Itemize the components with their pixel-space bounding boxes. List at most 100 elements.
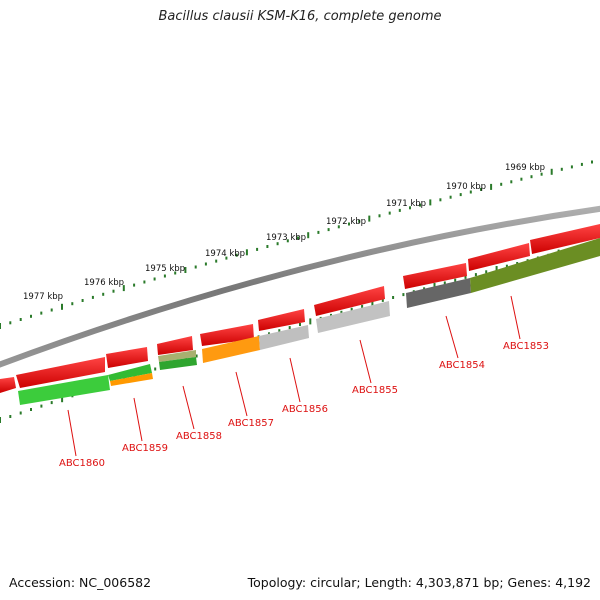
minor-tick	[19, 411, 22, 415]
minor-tick	[30, 408, 32, 411]
kbp-label: 1977 kbp	[23, 292, 63, 302]
minor-tick	[500, 182, 503, 186]
minor-tick	[19, 318, 22, 321]
minor-tick	[256, 247, 259, 251]
gene-arrow	[314, 286, 385, 316]
major-tick	[429, 199, 432, 206]
minor-tick	[510, 180, 513, 184]
gene-label: ABC1855	[352, 385, 398, 396]
minor-tick	[81, 299, 84, 302]
minor-tick	[276, 242, 279, 246]
gene-callout-lines	[67, 295, 521, 457]
gene-label: ABC1856	[282, 404, 328, 415]
cog-bar-green	[159, 357, 197, 370]
cog-bar-orange	[202, 336, 260, 363]
page-title: Bacillus clausii KSM-K16, complete genom…	[158, 9, 442, 24]
gene-arrow	[16, 357, 105, 388]
minor-tick	[591, 160, 593, 164]
kbp-label: 1971 kbp	[386, 199, 426, 209]
major-tick	[61, 396, 64, 403]
minor-tick	[388, 211, 391, 215]
major-tick	[433, 282, 436, 289]
genome-summary-text: Topology: circular; Length: 4,303,871 bp…	[247, 575, 591, 590]
minor-tick	[278, 329, 281, 333]
minor-tick	[361, 304, 364, 308]
gene-label: ABC1860	[59, 458, 105, 469]
minor-tick	[204, 262, 207, 266]
gene-arrow	[258, 309, 305, 331]
minor-tick	[9, 415, 12, 418]
minor-tick	[154, 367, 157, 371]
minor-tick	[570, 165, 573, 169]
minor-tick	[266, 245, 269, 248]
minor-tick	[71, 302, 74, 306]
major-tick	[122, 285, 125, 292]
major-tick	[245, 249, 248, 256]
minor-tick	[317, 230, 320, 234]
major-tick	[550, 168, 553, 175]
minor-tick	[133, 283, 136, 287]
cog-bar-olive	[158, 350, 196, 362]
gene-label: ABC1859	[122, 443, 168, 454]
gene-arrow	[530, 224, 600, 254]
minor-tick	[474, 273, 477, 277]
cog-bar-olive	[470, 238, 600, 293]
minor-tick	[580, 162, 583, 166]
minor-tick	[378, 214, 381, 218]
cog-category-bars	[18, 238, 600, 405]
cog-bar-orange	[110, 373, 153, 386]
forward-strand-genes	[0, 224, 600, 393]
gene-arrow	[0, 377, 16, 393]
gene-label: ABC1858	[176, 431, 222, 442]
gene-arrow	[106, 347, 148, 368]
minor-tick	[464, 275, 467, 279]
cog-bar-darkgray	[406, 278, 471, 308]
gene-arrow	[468, 243, 530, 271]
minor-tick	[419, 203, 422, 207]
kbp-label: 1973 kbp	[266, 233, 306, 243]
minor-tick	[449, 195, 452, 199]
kbp-label: 1970 kbp	[446, 182, 486, 192]
minor-tick	[40, 311, 43, 315]
major-tick	[307, 232, 310, 239]
minor-tick	[40, 404, 43, 408]
minor-tick	[540, 172, 543, 176]
minor-tick	[91, 295, 94, 299]
minor-tick	[143, 280, 146, 284]
minor-tick	[392, 296, 395, 299]
gene-label: ABC1854	[439, 360, 485, 371]
minor-tick	[299, 323, 301, 326]
minor-tick	[112, 289, 115, 293]
minor-tick	[398, 208, 401, 212]
minor-tick	[9, 321, 12, 325]
minor-tick	[337, 225, 340, 229]
minor-tick	[409, 206, 411, 210]
minor-tick	[163, 274, 166, 278]
major-tick	[495, 266, 498, 272]
major-tick	[61, 303, 63, 310]
minor-tick	[195, 354, 198, 358]
cog-bar-gray	[259, 325, 309, 350]
minor-tick	[194, 265, 197, 269]
minor-tick	[480, 187, 482, 191]
cog-bar-gray	[316, 301, 390, 333]
minor-tick	[443, 281, 446, 285]
major-tick	[184, 267, 187, 273]
gene-arrow	[157, 336, 193, 355]
accession-text: Accession: NC_006582	[9, 575, 152, 590]
kbp-label: 1969 kbp	[505, 163, 545, 173]
minor-tick	[530, 175, 533, 179]
minor-tick	[215, 259, 218, 263]
minor-tick	[560, 167, 563, 171]
outer-kbp-ticks	[0, 160, 593, 329]
gene-arrow	[403, 263, 467, 289]
minor-tick	[235, 253, 238, 257]
minor-tick	[520, 177, 523, 181]
major-tick	[0, 417, 1, 423]
minor-tick	[297, 236, 299, 240]
kbp-label: 1974 kbp	[205, 249, 245, 259]
genome-backbone	[0, 205, 600, 368]
minor-tick	[340, 310, 343, 314]
minor-tick	[174, 271, 177, 275]
